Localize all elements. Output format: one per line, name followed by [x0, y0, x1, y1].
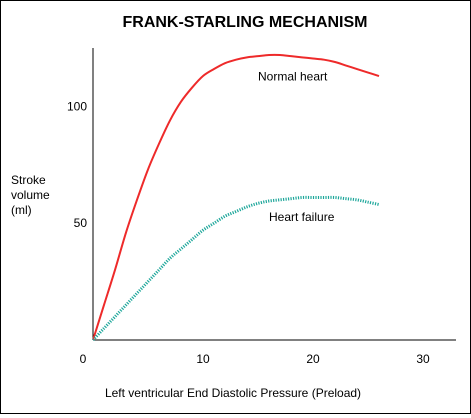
y-axis-label-line-1: Stroke	[11, 173, 46, 187]
x-tick-label: 30	[416, 352, 430, 366]
annotations: Normal heart Heart failure	[258, 70, 335, 224]
annotation-normal-heart: Normal heart	[258, 70, 328, 84]
series-line-normal-heart	[92, 53, 380, 341]
y-axis-label-line-3: (ml)	[11, 203, 32, 217]
y-tick-label: 100	[67, 99, 87, 113]
y-axis-label-line-2: volume	[11, 188, 50, 202]
series-lines	[91, 53, 380, 342]
axes	[92, 48, 456, 341]
annotation-heart-failure: Heart failure	[269, 210, 335, 224]
x-tick-label: 20	[306, 352, 320, 366]
x-axis-label: Left ventricular End Diastolic Pressure …	[105, 386, 361, 400]
y-axis-label: Stroke volume (ml)	[11, 173, 50, 217]
x-tick-label: 10	[196, 352, 210, 366]
y-tick-label: 50	[74, 216, 88, 230]
x-tick-label: 0	[80, 352, 87, 366]
chart-title: FRANK-STARLING MECHANISM	[122, 14, 367, 31]
series-line-heart-failure	[91, 195, 380, 342]
tick-labels: 0 10 20 30 50 100	[67, 99, 430, 366]
